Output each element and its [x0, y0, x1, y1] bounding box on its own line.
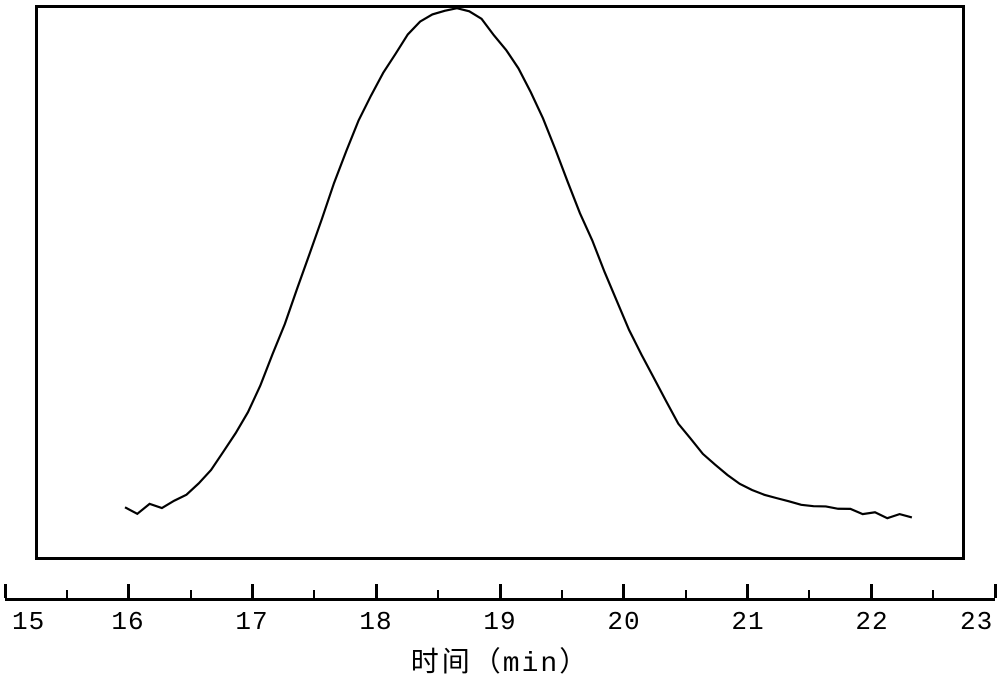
minor-tick	[313, 590, 315, 598]
xlabel-text: 时间	[411, 647, 473, 678]
major-tick	[746, 584, 749, 598]
tick-label-21: 21	[731, 607, 764, 637]
tick-label-20: 20	[607, 607, 640, 637]
tick-label-15: 15	[12, 607, 45, 637]
xlabel-unit: （min）	[473, 649, 589, 680]
major-tick	[870, 584, 873, 598]
major-tick	[994, 584, 997, 598]
tick-label-22: 22	[855, 607, 888, 637]
major-tick	[127, 584, 130, 598]
major-tick	[4, 584, 7, 598]
x-axis-label: 时间（min）	[411, 640, 589, 680]
minor-tick	[808, 590, 810, 598]
plot-area	[35, 5, 965, 560]
tick-label-16: 16	[111, 607, 144, 637]
minor-tick	[932, 590, 934, 598]
minor-tick	[66, 590, 68, 598]
x-axis-line	[5, 598, 995, 601]
major-tick	[375, 584, 378, 598]
tick-label-18: 18	[359, 607, 392, 637]
major-tick	[251, 584, 254, 598]
minor-tick	[561, 590, 563, 598]
tick-label-23: 23	[960, 607, 993, 637]
minor-tick	[685, 590, 687, 598]
peak-curve	[38, 8, 962, 557]
minor-tick	[190, 590, 192, 598]
minor-tick	[437, 590, 439, 598]
tick-label-17: 17	[235, 607, 268, 637]
chromatogram-chart: 15 16 17 18 19 20 21 22 23 时间（min）	[0, 0, 1000, 681]
tick-label-19: 19	[483, 607, 516, 637]
major-tick	[622, 584, 625, 598]
major-tick	[499, 584, 502, 598]
